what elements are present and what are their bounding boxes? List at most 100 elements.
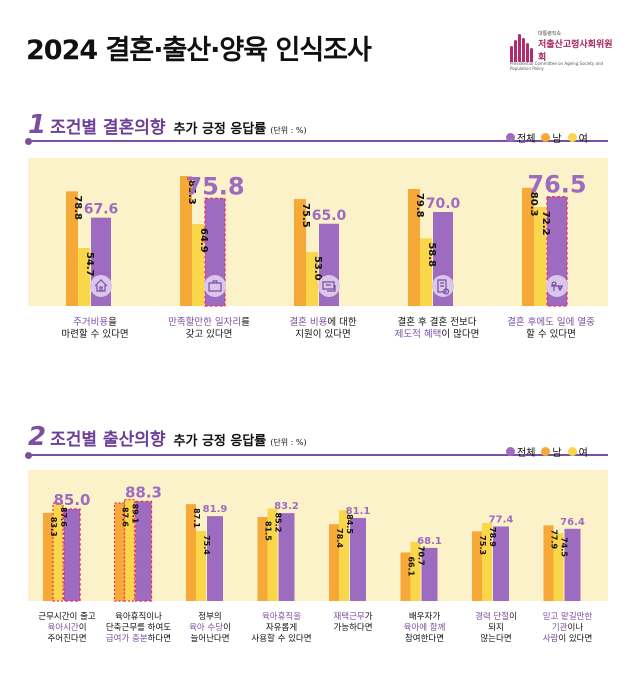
committee-logo: 대통령직속 저출산고령사회위원회 Presidential Committee … (510, 30, 620, 71)
logo-english-text: Presidential Committee on Ageing Society… (510, 61, 604, 71)
category-label-highlight: 믿고 맡길만한 (542, 612, 593, 622)
bar-all (493, 526, 509, 601)
legend-male-label: 남 (552, 134, 562, 145)
category-label: 정부의 육아 수당이 늘어난다면 (175, 612, 245, 645)
value-label-all: 68.1 (417, 536, 442, 547)
value-label-female: 58.8 (426, 242, 437, 267)
value-label-female: 54.7 (84, 252, 95, 277)
category-label: 만족할만한 일자리를 갖고 있다면 (154, 317, 264, 341)
logo-mark-icon (510, 32, 536, 62)
value-label-female: 87.6 (59, 507, 68, 527)
value-label-all: 85.0 (53, 491, 90, 509)
category-label-text: 이 (78, 623, 87, 633)
category-label: 주거비용을 마련할 수 있다면 (40, 317, 150, 341)
category-label: 결혼 후에도 일에 열중 할 수 있다면 (496, 317, 606, 341)
legend-all-swatch (506, 133, 515, 142)
bar-female (410, 541, 421, 601)
category-label: 경력 단절이 되지 않는다면 (461, 612, 531, 645)
category-label-text: 육아휴직이나 (115, 612, 162, 622)
legend-male-swatch (541, 133, 551, 142)
category-label-text: 않는다면 (480, 634, 512, 644)
section-1-number: 1 (28, 110, 47, 140)
category-label-highlight: 재택근무 (333, 612, 365, 622)
section-2-unit: (단위 : %) (270, 438, 307, 447)
bar-male (113, 502, 126, 602)
category-label-highlight: 기관 (551, 623, 568, 633)
section-1-rule (28, 140, 608, 142)
category-label-text: 자유롭게 (265, 623, 298, 633)
category-label: 결혼 후 결혼 전보다 제도적 혜택이 많다면 (382, 317, 492, 341)
category-label: 배우자가 육아에 함께 참여한다면 (390, 612, 460, 645)
page-title: 2024 결혼·출산·양육 인식조사 (26, 35, 372, 66)
category-label-text: 늘어난다면 (190, 634, 230, 644)
category-label-text: 가능하다면 (333, 623, 373, 633)
value-label-female: 85.2 (274, 513, 283, 533)
category-label: 육아휴직이나 단축근무를 하여도 급여가 충분하다면 (104, 612, 174, 645)
legend-male-swatch (541, 447, 551, 456)
money-card-icon (318, 275, 340, 297)
category-label-text: 배우자가 (408, 612, 441, 622)
logo-main-text: 저출산고령사회위원회 (538, 40, 613, 63)
bar-all (63, 508, 81, 602)
value-label-male: 85.3 (186, 180, 197, 205)
value-label-female: 53.0 (312, 256, 323, 281)
category-label-text: 이나 (567, 623, 584, 633)
bar-female (482, 523, 492, 601)
bar-all (350, 517, 366, 601)
category-label-highlight: 육아에 함께 (403, 623, 446, 633)
legend-female-label: 여 (578, 448, 588, 459)
section-1-rule-dot (25, 138, 32, 145)
category-label-text: 단축근무를 하여도 (105, 623, 172, 633)
document-coin-icon (432, 275, 454, 297)
category-label-text: 이 (223, 623, 231, 633)
bar-male (543, 525, 554, 601)
section-1-legend: 전체 남 여 (500, 130, 588, 145)
value-label-male: 75.3 (478, 535, 487, 555)
bar-female (192, 223, 204, 306)
value-label-male: 75.5 (300, 203, 311, 228)
value-label-all: 70.0 (426, 196, 461, 212)
value-label-all: 81.1 (346, 506, 371, 517)
category-label-text: 이 있다면 (558, 634, 593, 644)
section-2-title: 조건별 출산의향 (50, 430, 166, 450)
category-label-highlight: 주거비용 (73, 317, 109, 328)
bar-female (553, 533, 564, 601)
value-label-male: 80.3 (528, 192, 539, 217)
section-1-title: 조건별 결혼의향 (50, 118, 166, 138)
bar-female (123, 498, 136, 602)
value-label-all: 83.2 (274, 501, 299, 512)
legend-female-swatch (567, 447, 577, 456)
bar-male (329, 524, 339, 601)
logo-small-text: 대통령직속 (538, 31, 562, 37)
category-label-text: 마련할 수 있다면 (61, 329, 129, 340)
bar-male (294, 199, 306, 306)
legend-female-label: 여 (578, 134, 588, 145)
legend-female-swatch (567, 133, 577, 142)
section-2-heading: 2 조건별 출산의향 추가 긍정 응답률 (단위 : %) (28, 422, 307, 452)
category-label-highlight: 사람 (542, 634, 559, 644)
value-label-female: 72.2 (540, 211, 551, 236)
section-1-heading: 1 조건별 결혼의향 추가 긍정 응답률 (단위 : %) (28, 110, 307, 140)
value-label-male: 83.3 (49, 517, 58, 537)
value-label-female: 75.4 (202, 535, 211, 555)
value-label-female: 84.5 (345, 514, 354, 534)
briefcase-icon (204, 275, 226, 297)
value-label-female: 70.7 (417, 546, 426, 566)
category-label-highlight: 급여가 충분 (105, 634, 148, 644)
bar-female (267, 508, 278, 601)
category-label-text: 되지 (488, 623, 504, 633)
section-2-legend: 전체 남 여 (500, 444, 588, 459)
category-label-text: 에 대한 (327, 317, 357, 328)
value-label-male: 78.8 (72, 195, 83, 220)
category-label-text: 근무시간이 줄고 (38, 612, 96, 622)
category-label-text: 지원이 있다면 (295, 329, 351, 340)
category-label-highlight: 육아시간 (47, 623, 79, 633)
section-2-rule-dot (25, 452, 32, 459)
category-label: 근무시간이 줄고 육아시간이 주어진다면 (32, 612, 102, 645)
parent-child-icon (546, 275, 568, 297)
bar-male (400, 552, 411, 601)
bar-male (43, 512, 53, 601)
category-label-text: 참여한다면 (404, 634, 445, 644)
category-label-text: 이 많다면 (441, 329, 480, 340)
